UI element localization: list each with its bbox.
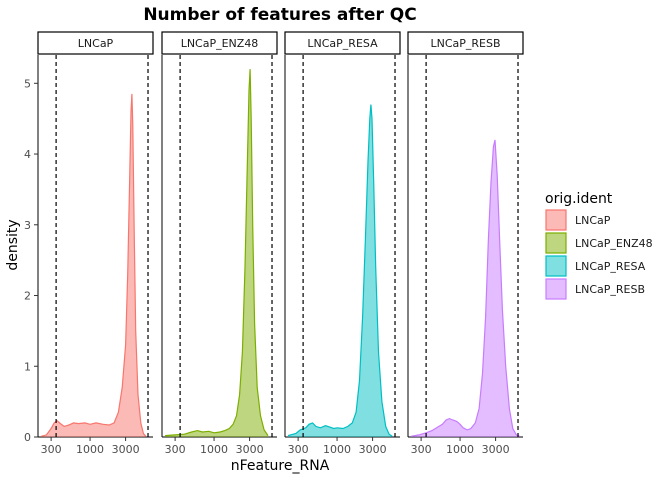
facet-label: LNCaP bbox=[78, 37, 114, 50]
x-tick-label: 3000 bbox=[482, 443, 510, 456]
y-tick-label: 2 bbox=[24, 290, 31, 303]
facet-label: LNCaP_ENZ48 bbox=[181, 37, 259, 50]
legend-title: orig.ident bbox=[545, 191, 613, 207]
facet-panel: LNCaP_RESA 300 1000 3000 bbox=[284, 31, 401, 456]
x-tick-label: 1000 bbox=[323, 443, 351, 456]
x-tick-label: 1000 bbox=[446, 443, 474, 456]
y-axis-title: density bbox=[5, 219, 21, 270]
x-tick-label: 1000 bbox=[76, 443, 104, 456]
density-area bbox=[41, 93, 146, 438]
y-tick-label: 1 bbox=[24, 360, 31, 373]
chart-title: Number of features after QC bbox=[143, 5, 416, 25]
x-tick-label: 300 bbox=[411, 443, 432, 456]
legend-items: LNCaP LNCaP_ENZ48 LNCaP_RESA LNCaP_RESB bbox=[545, 209, 653, 300]
legend-label: LNCaP_RESA bbox=[575, 260, 646, 273]
y-tick-label: 4 bbox=[24, 148, 31, 161]
x-tick-label: 3000 bbox=[112, 443, 140, 456]
facet-label: LNCaP_RESB bbox=[430, 37, 500, 50]
facet-strip bbox=[161, 31, 278, 55]
x-tick-label: 3000 bbox=[236, 443, 264, 456]
legend-key bbox=[545, 209, 567, 231]
x-axis-title: nFeature_RNA bbox=[231, 458, 330, 474]
density-line bbox=[287, 104, 393, 437]
facet-strip bbox=[37, 31, 154, 55]
facet-panel: LNCaP_RESB 300 1000 3000 bbox=[407, 31, 524, 456]
x-tick-label: 300 bbox=[288, 443, 309, 456]
density-area bbox=[411, 139, 520, 437]
y-tick-label: 0 bbox=[24, 431, 31, 444]
legend-key bbox=[545, 232, 567, 254]
legend-label: LNCaP_RESB bbox=[575, 283, 645, 296]
y-tick-label: 3 bbox=[24, 219, 31, 232]
density-area bbox=[288, 104, 393, 437]
y-tick-label: 5 bbox=[24, 77, 31, 90]
density-area bbox=[165, 69, 268, 437]
facet-panel: LNCaP_ENZ48 300 1000 3000 bbox=[161, 31, 278, 456]
legend-key bbox=[545, 278, 567, 300]
density-line bbox=[165, 69, 269, 437]
facet-panel: LNCaP 300 1000 3000 bbox=[37, 31, 154, 456]
facet-strip bbox=[284, 31, 401, 55]
y-axis: 0 1 2 3 4 5 bbox=[24, 77, 38, 444]
x-tick-label: 3000 bbox=[359, 443, 387, 456]
x-tick-label: 300 bbox=[41, 443, 62, 456]
legend: orig.ident LNCaPLNCaP_ENZ48LNCaP_RESALNC… bbox=[545, 191, 653, 300]
legend-key bbox=[545, 255, 567, 277]
density-line bbox=[410, 139, 520, 437]
facet-strip bbox=[407, 31, 524, 55]
x-tick-label: 300 bbox=[165, 443, 186, 456]
x-tick-label: 1000 bbox=[200, 443, 228, 456]
density-line bbox=[40, 93, 147, 437]
facet-label: LNCaP_RESA bbox=[307, 37, 378, 50]
legend-label: LNCaP bbox=[575, 214, 611, 227]
legend-label: LNCaP_ENZ48 bbox=[575, 237, 653, 250]
